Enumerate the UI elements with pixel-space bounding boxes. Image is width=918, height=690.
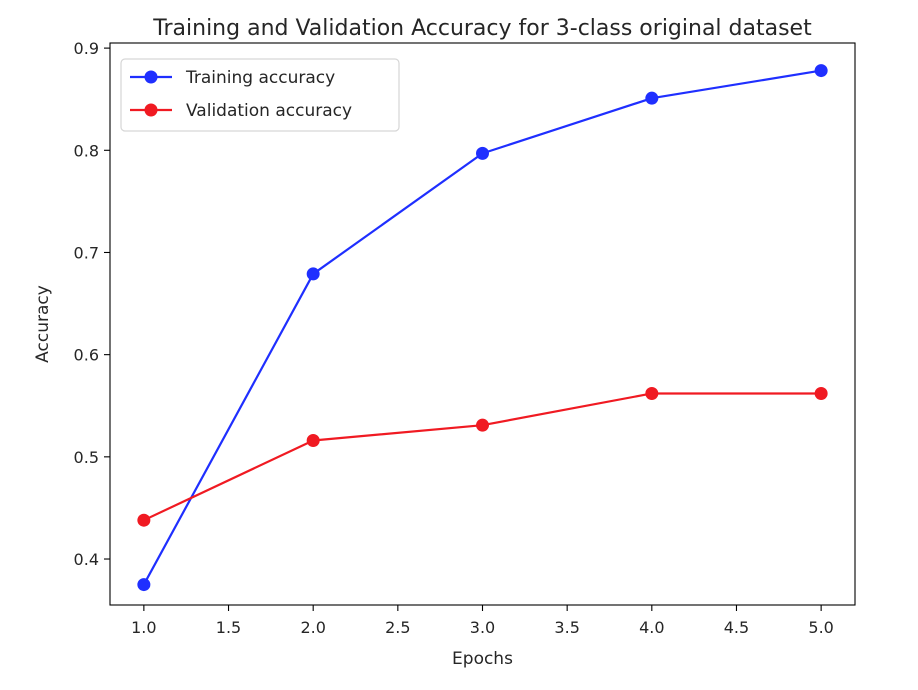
data-point-validation <box>137 513 151 527</box>
chart-title: Training and Validation Accuracy for 3-c… <box>152 16 812 41</box>
data-point-validation <box>306 433 320 447</box>
data-point-training <box>137 578 151 592</box>
legend-box <box>120 58 400 132</box>
legend-marker-training <box>144 70 158 84</box>
x-tick-label: 2.5 <box>385 618 410 637</box>
x-axis-label: Epochs <box>452 649 513 669</box>
legend-marker-validation <box>144 103 158 117</box>
data-point-training <box>306 267 320 281</box>
y-tick-label: 0.9 <box>74 39 99 58</box>
data-point-validation <box>476 418 489 432</box>
y-axis-label: Accuracy <box>33 285 53 363</box>
x-tick-label: 4.5 <box>724 618 749 637</box>
x-tick-label: 3.0 <box>470 618 495 637</box>
x-tick-label: 2.0 <box>300 618 325 637</box>
legend-label-training: Training accuracy <box>185 68 335 88</box>
x-tick-label: 5.0 <box>808 618 833 637</box>
x-tick-label: 1.0 <box>131 618 156 637</box>
data-point-validation <box>814 386 828 400</box>
axes-layer: 1.0 1.5 2.0 2.5 3.0 3.5 4.0 4.5 5.0 0.4 0.5 0.6 0.7 0… <box>74 39 856 637</box>
legend-label-validation: Validation accuracy <box>186 101 352 121</box>
data-point-validation <box>645 386 659 400</box>
y-tick-label: 0.4 <box>74 550 99 569</box>
series-layer <box>137 64 828 592</box>
y-tick-label: 0.7 <box>74 243 99 262</box>
x-tick-label: 4.0 <box>639 618 664 637</box>
y-tick-label: 0.5 <box>74 448 99 467</box>
y-tick-label: 0.8 <box>74 141 99 160</box>
legend: Training accuracy Validation accuracy <box>120 58 400 132</box>
y-tick-label: 0.6 <box>74 346 99 365</box>
x-tick-label: 1.5 <box>216 618 241 637</box>
series-line-validation <box>142 392 823 522</box>
data-point-training <box>476 146 489 160</box>
data-point-training <box>814 64 828 78</box>
x-tick-label: 3.5 <box>554 618 579 637</box>
data-point-training <box>645 91 659 105</box>
